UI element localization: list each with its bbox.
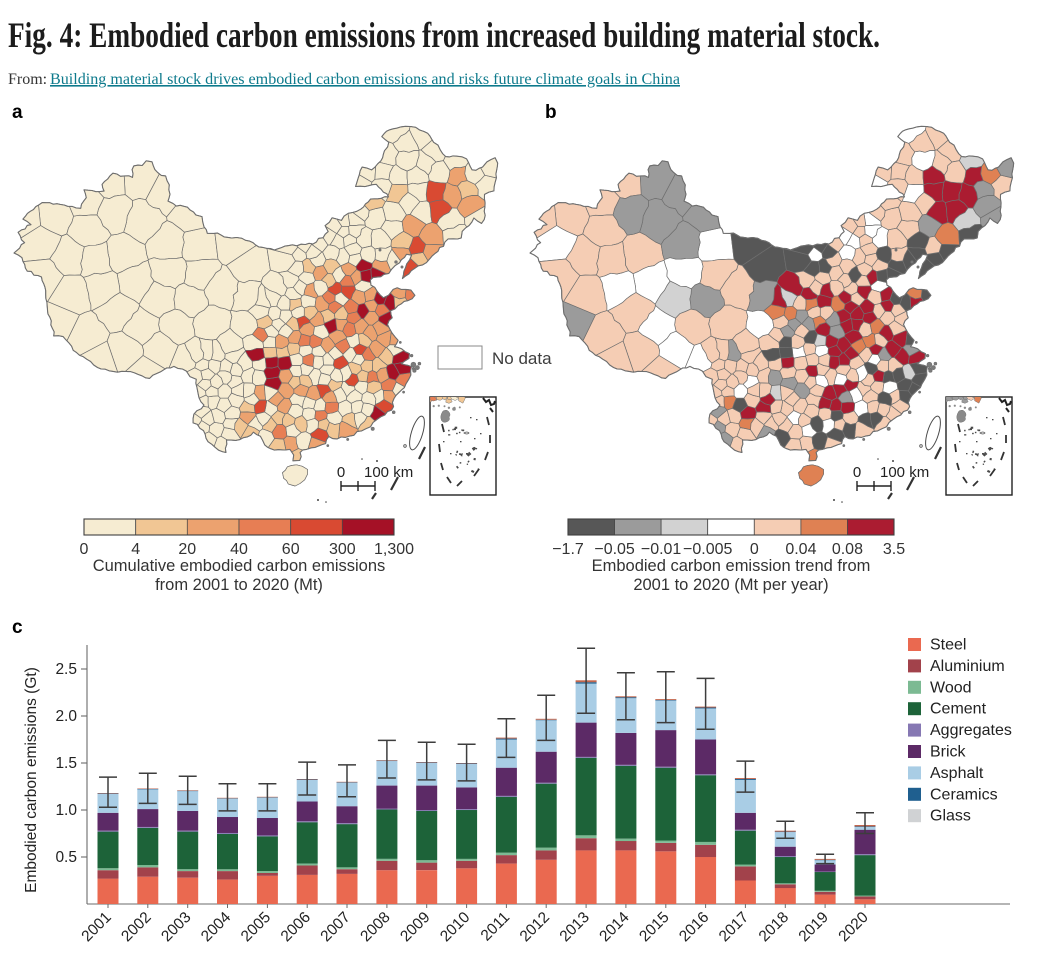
svg-text:Wood: Wood bbox=[930, 679, 972, 696]
svg-text:300: 300 bbox=[329, 541, 356, 558]
svg-text:100 km: 100 km bbox=[364, 464, 413, 481]
svg-text:1,300: 1,300 bbox=[374, 541, 414, 558]
svg-text:from 2001 to 2020 (Mt): from 2001 to 2020 (Mt) bbox=[155, 576, 323, 594]
svg-text:60: 60 bbox=[282, 541, 300, 558]
svg-text:Glass: Glass bbox=[930, 808, 971, 825]
svg-text:−0.01: −0.01 bbox=[641, 541, 682, 558]
svg-text:Cumulative embodied carbon emi: Cumulative embodied carbon emissions bbox=[93, 557, 386, 575]
svg-text:Cement: Cement bbox=[930, 701, 987, 718]
svg-text:20: 20 bbox=[178, 541, 196, 558]
svg-text:40: 40 bbox=[230, 541, 248, 558]
svg-text:0: 0 bbox=[853, 464, 861, 481]
svg-text:0: 0 bbox=[337, 464, 345, 481]
svg-text:3.5: 3.5 bbox=[883, 541, 905, 558]
svg-text:Fig. 4: Embodied carbon emissi: Fig. 4: Embodied carbon emissions from i… bbox=[8, 15, 880, 55]
svg-text:b: b bbox=[545, 102, 557, 123]
svg-text:Steel: Steel bbox=[930, 637, 966, 654]
svg-text:From:: From: bbox=[8, 71, 47, 88]
svg-text:Embodied carbon emissions (Gt): Embodied carbon emissions (Gt) bbox=[23, 667, 40, 893]
svg-text:1.5: 1.5 bbox=[55, 755, 77, 772]
svg-text:0: 0 bbox=[80, 541, 89, 558]
svg-text:100 km: 100 km bbox=[880, 464, 929, 481]
svg-text:Brick: Brick bbox=[930, 744, 967, 761]
svg-text:Ceramics: Ceramics bbox=[930, 786, 998, 803]
svg-text:−0.005: −0.005 bbox=[683, 541, 732, 558]
svg-text:No data: No data bbox=[492, 349, 552, 368]
svg-text:−0.05: −0.05 bbox=[594, 541, 635, 558]
svg-text:2001 to 2020 (Mt per year): 2001 to 2020 (Mt per year) bbox=[633, 576, 828, 594]
svg-text:−1.7: −1.7 bbox=[552, 541, 584, 558]
svg-text:Building material stock drives: Building material stock drives embodied … bbox=[50, 71, 680, 88]
svg-text:2.0: 2.0 bbox=[55, 708, 77, 725]
svg-text:0.04: 0.04 bbox=[785, 541, 816, 558]
svg-text:Asphalt: Asphalt bbox=[930, 765, 984, 782]
svg-text:1.0: 1.0 bbox=[55, 802, 77, 819]
svg-text:Embodied carbon emission trend: Embodied carbon emission trend from bbox=[592, 557, 871, 575]
svg-text:a: a bbox=[12, 102, 23, 123]
svg-text:c: c bbox=[12, 617, 23, 638]
svg-text:0.08: 0.08 bbox=[832, 541, 863, 558]
svg-text:Aggregates: Aggregates bbox=[930, 722, 1012, 739]
svg-text:4: 4 bbox=[131, 541, 140, 558]
svg-text:0: 0 bbox=[750, 541, 759, 558]
svg-text:0.5: 0.5 bbox=[55, 849, 77, 866]
svg-text:Aluminium: Aluminium bbox=[930, 658, 1005, 675]
svg-text:2.5: 2.5 bbox=[55, 661, 77, 678]
